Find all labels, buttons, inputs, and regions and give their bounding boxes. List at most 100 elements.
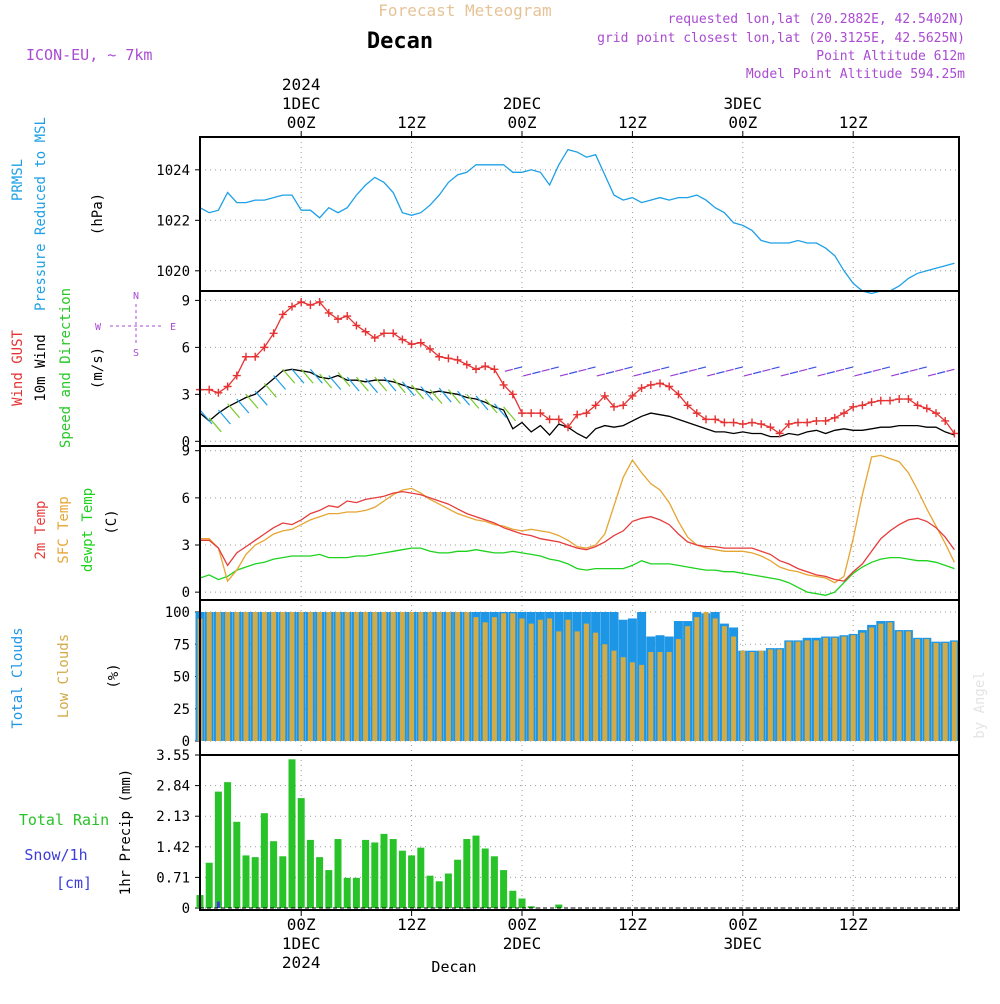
- rain-bar: [444, 873, 452, 908]
- total-clouds-label: Total Clouds: [10, 627, 26, 728]
- rain-bar: [251, 857, 259, 908]
- wind-tick-label: 3: [182, 387, 190, 403]
- precip-tick-label: 2.84: [156, 779, 190, 795]
- gust-marker: [702, 415, 710, 424]
- wind-direction-arrow: [918, 366, 927, 370]
- wind-direction-arrow: [845, 366, 854, 370]
- wind-speed-line: [199, 368, 955, 439]
- gust-marker: [407, 340, 416, 349]
- rain-bar: [389, 839, 397, 908]
- low-cloud-bar: [280, 612, 286, 741]
- wind-direction-arrow: [208, 417, 222, 433]
- low-cloud-bar: [878, 623, 884, 741]
- rain-bar: [527, 906, 535, 908]
- wind-direction-arrow: [254, 390, 268, 406]
- gust-marker: [278, 310, 287, 319]
- wind-direction-arrow: [569, 371, 578, 375]
- pressure-unit: (hPa): [90, 193, 106, 235]
- clouds-tick-label: 100: [165, 605, 190, 621]
- wind-direction-arrow: [504, 368, 513, 372]
- gust-marker: [913, 401, 922, 410]
- low-cloud-bar: [740, 650, 746, 741]
- low-clouds-label: Low Clouds: [56, 634, 72, 718]
- wind-direction-arrow: [854, 373, 863, 377]
- low-cloud-bar: [353, 612, 359, 741]
- gust-marker: [711, 415, 720, 424]
- wind-direction-arrow: [578, 368, 587, 372]
- wind-direction-arrow: [503, 406, 517, 422]
- low-cloud-bar: [335, 612, 341, 741]
- wind-direction-arrow: [596, 373, 605, 377]
- wind-direction-arrow: [789, 371, 799, 375]
- temp-labels: 2m Temp SFC Temp dewpt Temp (C): [33, 488, 120, 572]
- low-cloud-bar: [583, 623, 589, 741]
- low-cloud-bar: [455, 612, 461, 741]
- panel-frame-precip: [199, 754, 960, 911]
- gust-marker: [352, 321, 361, 330]
- wind-direction-arrow: [771, 366, 780, 370]
- low-cloud-bar: [942, 642, 948, 741]
- gust-marker: [895, 395, 904, 404]
- pressure-tick-label: 1024: [156, 163, 190, 179]
- low-cloud-bar: [869, 627, 875, 741]
- rain-bar: [288, 759, 296, 908]
- wind-direction-arrow: [670, 373, 679, 377]
- low-cloud-bar: [620, 657, 626, 741]
- wind-direction-arrow: [392, 378, 406, 394]
- rain-bar: [297, 798, 305, 908]
- low-cloud-bar: [666, 651, 672, 741]
- gust-marker: [876, 396, 885, 405]
- rain-bar: [316, 857, 324, 908]
- low-cloud-bar: [271, 612, 277, 741]
- gust-marker: [536, 409, 545, 418]
- gust-marker: [564, 423, 572, 432]
- low-cloud-bar: [915, 639, 921, 741]
- gust-marker: [637, 384, 646, 393]
- wind-direction-arrow: [532, 371, 541, 375]
- precip-tick-label: 1.42: [156, 840, 190, 856]
- gust-marker: [950, 429, 959, 438]
- low-cloud-bar: [758, 650, 764, 741]
- low-cloud-bar: [215, 612, 221, 741]
- wind-direction-arrow: [484, 398, 498, 414]
- low-cloud-bar: [694, 617, 700, 741]
- gust-marker: [692, 409, 701, 418]
- wind-direction-arrow: [780, 373, 789, 377]
- precip-tick-label: 0: [182, 901, 190, 917]
- clouds-tick-label: 75: [173, 637, 190, 653]
- rain-bar: [334, 839, 342, 908]
- low-cloud-bar: [887, 622, 893, 741]
- low-cloud-bar: [648, 651, 654, 741]
- low-cloud-bar: [639, 664, 645, 741]
- gust-marker: [518, 409, 526, 418]
- rain-bar: [408, 855, 416, 908]
- gust-marker: [242, 352, 250, 361]
- gust-marker: [867, 398, 876, 407]
- low-cloud-bar: [473, 617, 479, 741]
- wind-direction-arrow: [282, 368, 296, 384]
- low-cloud-bar: [418, 612, 424, 741]
- rain-bar: [463, 839, 471, 908]
- low-cloud-bar: [574, 631, 580, 741]
- low-cloud-bar: [409, 612, 415, 741]
- wind-direction-arrow: [513, 366, 523, 370]
- wind-direction-arrow: [605, 371, 615, 375]
- time-label-top: 00Z: [508, 113, 537, 132]
- gust-marker: [821, 416, 830, 425]
- gust-marker: [858, 401, 867, 410]
- rain-bar: [306, 839, 314, 908]
- wind-direction-arrow: [937, 371, 946, 375]
- temp-tick-label: 6: [182, 491, 190, 507]
- gust-marker: [389, 329, 398, 338]
- gust-marker: [398, 335, 407, 344]
- low-cloud-bar: [777, 649, 783, 741]
- low-cloud-bar: [252, 612, 258, 741]
- wind-direction-arrow: [927, 373, 937, 377]
- gust-marker: [251, 352, 260, 361]
- wind-direction-arrow: [291, 368, 305, 384]
- direction-label: Speed and Direction: [58, 288, 74, 448]
- wind-direction-arrow: [309, 368, 323, 384]
- wind-direction-arrow: [263, 382, 277, 398]
- temp-unit: (C): [104, 509, 120, 534]
